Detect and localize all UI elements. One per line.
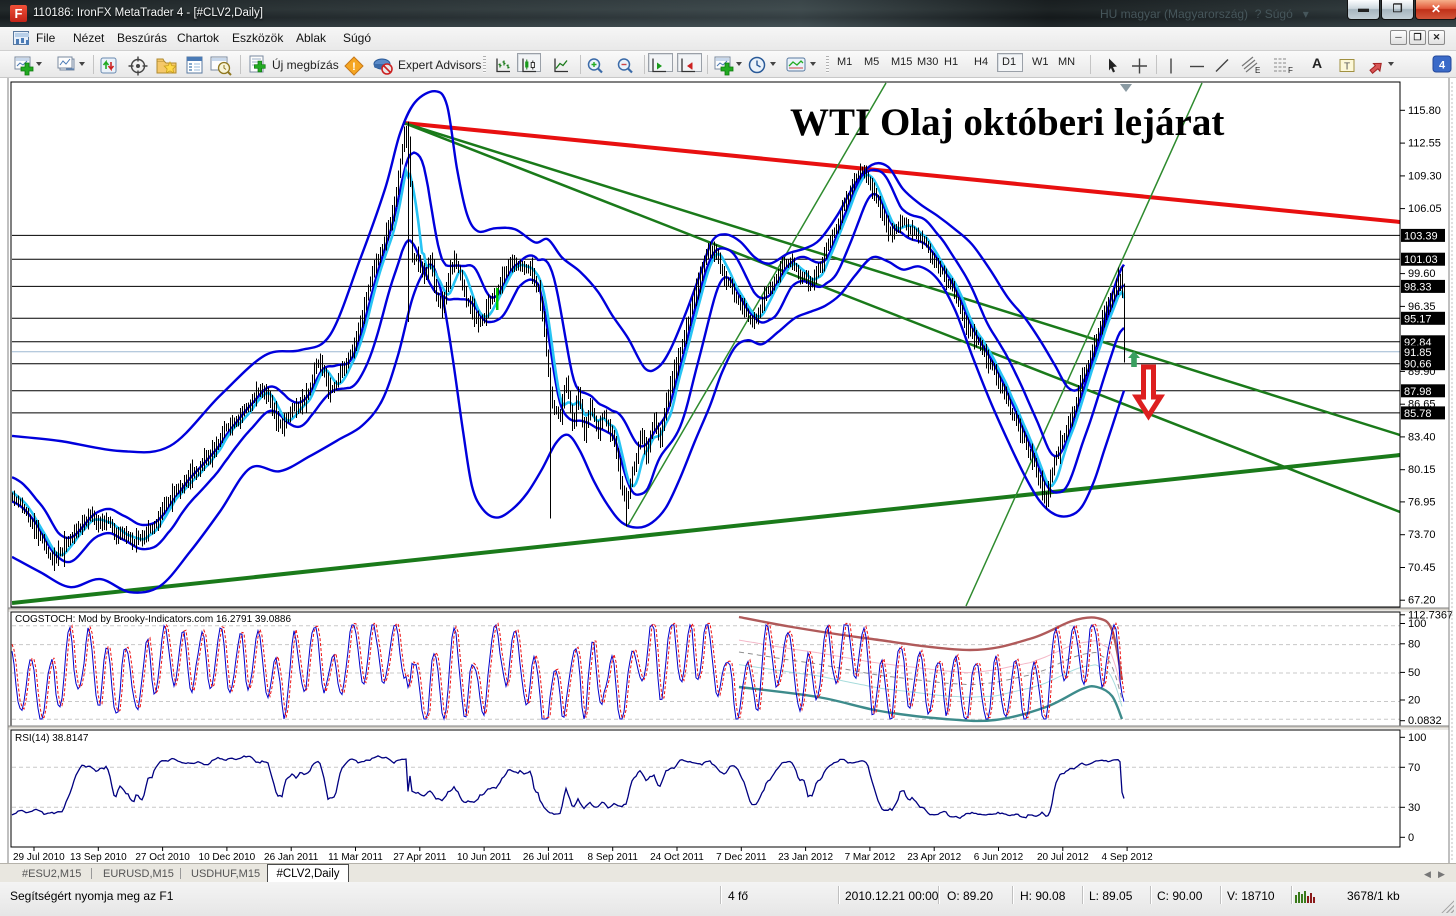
svg-text:106.05: 106.05 — [1408, 203, 1442, 215]
svg-text:13 Sep 2010: 13 Sep 2010 — [70, 852, 127, 863]
svg-text:11 Mar 2011: 11 Mar 2011 — [328, 852, 383, 863]
svg-text:83.40: 83.40 — [1408, 431, 1436, 443]
svg-text:100: 100 — [1408, 732, 1426, 744]
svg-text:101.03: 101.03 — [1404, 254, 1438, 266]
svg-text:E: E — [1255, 66, 1260, 75]
svg-text:27 Apr 2011: 27 Apr 2011 — [393, 852, 447, 863]
svg-text:99.60: 99.60 — [1408, 268, 1436, 280]
svg-text:23 Jan 2012: 23 Jan 2012 — [778, 852, 833, 863]
svg-text:COGSTOCH: Mod by Brooky-Indica: COGSTOCH: Mod by Brooky-Indicators.com 1… — [15, 614, 291, 625]
svg-text:80.15: 80.15 — [1408, 464, 1436, 476]
svg-text:20: 20 — [1408, 695, 1420, 707]
svg-text:6 Jun 2012: 6 Jun 2012 — [974, 852, 1024, 863]
svg-text:29 Jul 2010: 29 Jul 2010 — [13, 852, 65, 863]
svg-text:95.17: 95.17 — [1404, 313, 1432, 325]
svg-text:23 Apr 2012: 23 Apr 2012 — [907, 852, 961, 863]
svg-text:WTI Olaj októberi lejárat: WTI Olaj októberi lejárat — [790, 101, 1224, 144]
svg-text:7 Mar 2012: 7 Mar 2012 — [845, 852, 896, 863]
svg-text:26 Jul 2011: 26 Jul 2011 — [523, 852, 574, 863]
svg-text:80: 80 — [1408, 638, 1420, 650]
svg-text:50: 50 — [1408, 667, 1420, 679]
svg-text:90.66: 90.66 — [1404, 359, 1432, 371]
svg-text:112.7367: 112.7367 — [1408, 609, 1453, 621]
svg-text:76.95: 76.95 — [1408, 496, 1436, 508]
svg-text:70.45: 70.45 — [1408, 562, 1436, 574]
svg-text:26 Jan 2011: 26 Jan 2011 — [264, 852, 319, 863]
svg-text:RSI(14) 38.8147: RSI(14) 38.8147 — [15, 733, 89, 744]
svg-text:F: F — [1288, 66, 1293, 75]
svg-text:98.33: 98.33 — [1404, 281, 1432, 293]
svg-text:7 Dec 2011: 7 Dec 2011 — [716, 852, 767, 863]
svg-text:109.30: 109.30 — [1408, 170, 1442, 182]
svg-text:30: 30 — [1408, 802, 1420, 814]
svg-text:27 Oct 2010: 27 Oct 2010 — [135, 852, 190, 863]
svg-text:91.85: 91.85 — [1404, 347, 1432, 359]
svg-text:4 Sep 2012: 4 Sep 2012 — [1102, 852, 1154, 863]
svg-text:0: 0 — [1408, 832, 1414, 844]
svg-text:T: T — [1344, 62, 1350, 73]
svg-text:100: 100 — [1408, 618, 1426, 630]
svg-text:70: 70 — [1408, 762, 1420, 774]
svg-text:20 Jul 2012: 20 Jul 2012 — [1037, 852, 1089, 863]
svg-text:87.98: 87.98 — [1404, 386, 1432, 398]
svg-text:24 Oct 2011: 24 Oct 2011 — [650, 852, 704, 863]
svg-text:85.78: 85.78 — [1404, 408, 1432, 420]
svg-text:!: ! — [352, 61, 356, 73]
svg-text:8 Sep 2011: 8 Sep 2011 — [587, 852, 638, 863]
svg-text:67.20: 67.20 — [1408, 595, 1436, 607]
svg-text:4: 4 — [1439, 60, 1446, 72]
svg-text:115.80: 115.80 — [1408, 105, 1441, 117]
svg-text:73.70: 73.70 — [1408, 529, 1436, 541]
svg-text:0.0832: 0.0832 — [1408, 715, 1442, 727]
svg-text:10 Jun 2011: 10 Jun 2011 — [457, 852, 512, 863]
svg-text:96.35: 96.35 — [1408, 301, 1436, 313]
svg-text:10 Dec 2010: 10 Dec 2010 — [199, 852, 256, 863]
svg-text:103.39: 103.39 — [1404, 230, 1438, 242]
svg-text:112.55: 112.55 — [1408, 138, 1441, 150]
